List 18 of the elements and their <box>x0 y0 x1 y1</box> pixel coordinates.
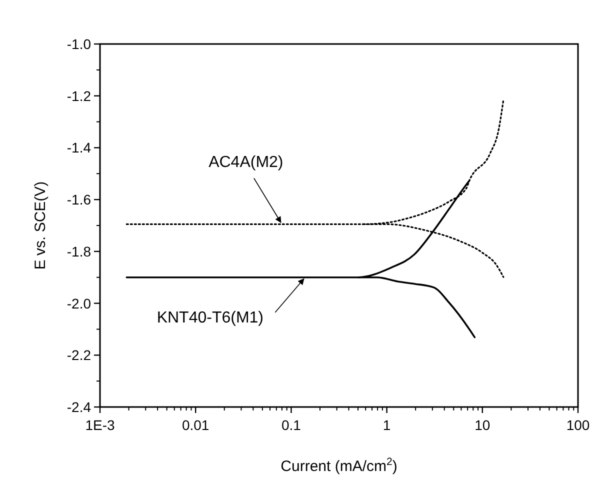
y-tick-label: -1.2 <box>66 88 92 104</box>
y-tick-label: -1.0 <box>66 36 92 52</box>
x-tick-label: 1E-3 <box>85 417 115 433</box>
y-tick-label: -2.4 <box>66 399 92 415</box>
x-tick-label: 10 <box>474 417 490 433</box>
annotation: AC4A(M2) <box>208 154 284 172</box>
x-tick-label: 0.01 <box>182 417 210 433</box>
annotation: KNT40-T6(M1) <box>156 309 264 326</box>
y-axis-title: E vs. SCE(V) <box>32 181 49 270</box>
x-axis-title: Current (mA/cm$^{2}$) <box>280 456 398 475</box>
y-tick-label: -1.8 <box>66 243 92 260</box>
y-tick-label: -1.6 <box>66 192 92 208</box>
x-tick-label: 0.1 <box>281 417 302 433</box>
y-tick-label: -2.2 <box>66 347 92 364</box>
y-tick-label: -2.0 <box>66 295 92 312</box>
x-tick-label: 1 <box>382 417 391 433</box>
x-tick-label: 100 <box>566 417 590 433</box>
y-tick-label: -1.4 <box>66 140 92 156</box>
